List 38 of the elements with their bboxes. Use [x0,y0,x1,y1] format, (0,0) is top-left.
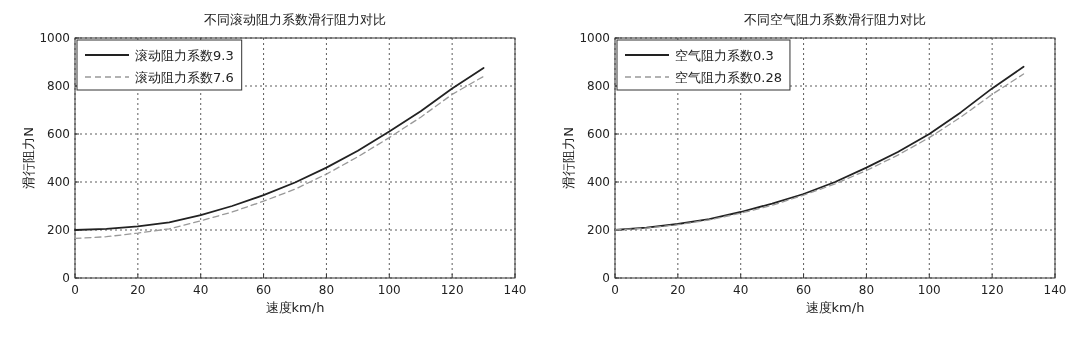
x-tick-label: 0 [71,283,79,297]
legend-label: 空气阻力系数0.28 [675,70,782,85]
x-tick-label: 40 [193,283,209,297]
y-tick-label: 0 [62,271,70,285]
y-tick-label: 1000 [579,31,610,45]
y-tick-label: 200 [47,223,70,237]
x-tick-label: 20 [670,283,686,297]
y-axis-title: 滑行阻力N [561,127,576,189]
x-tick-label: 80 [318,283,335,297]
legend-label: 滚动阻力系数7.6 [135,70,234,85]
x-tick-label: 0 [611,283,619,297]
y-tick-label: 800 [587,79,610,93]
x-tick-label: 140 [1043,283,1067,297]
x-tick-label: 40 [733,283,749,297]
x-tick-label: 120 [440,283,464,297]
y-tick-label: 600 [47,127,70,141]
x-tick-label: 60 [795,283,812,297]
y-axis-title: 滑行阻力N [21,127,36,189]
x-axis-title: 速度km/h [265,300,325,315]
x-tick-label: 100 [377,283,401,297]
legend-label: 空气阻力系数0.3 [675,48,774,63]
y-tick-label: 200 [587,223,610,237]
x-tick-label: 100 [917,283,941,297]
x-tick-label: 140 [503,283,527,297]
x-tick-label: 80 [858,283,875,297]
y-tick-label: 800 [47,79,70,93]
legend-label: 滚动阻力系数9.3 [135,48,234,63]
chart-title: 不同滚动阻力系数滑行阻力对比 [204,12,386,27]
x-tick-label: 120 [980,283,1004,297]
y-tick-label: 600 [587,127,610,141]
y-tick-label: 1000 [39,31,70,45]
y-tick-label: 400 [47,175,70,189]
x-tick-label: 60 [255,283,272,297]
chart-title: 不同空气阻力系数滑行阻力对比 [744,12,926,27]
x-tick-label: 20 [130,283,146,297]
x-axis-title: 速度km/h [805,300,865,315]
y-tick-label: 400 [587,175,610,189]
y-tick-label: 0 [602,271,610,285]
